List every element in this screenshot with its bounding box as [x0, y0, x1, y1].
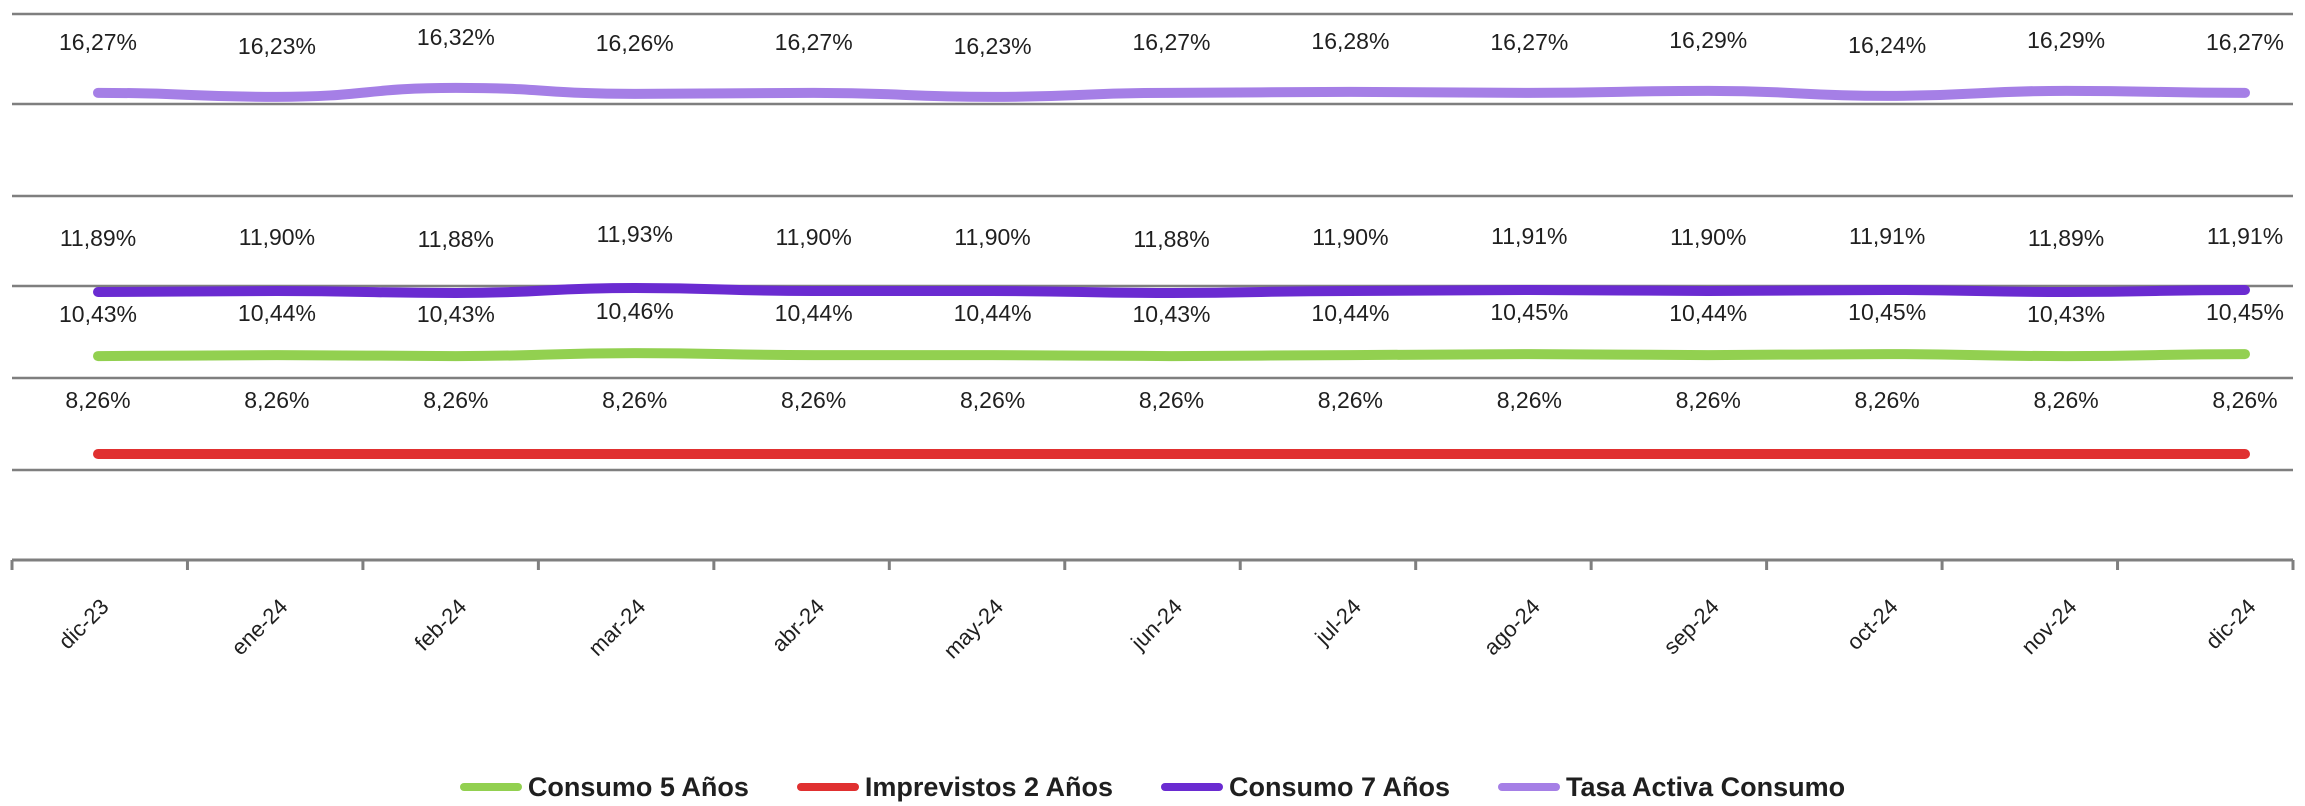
data-label: 8,26%	[1139, 387, 1204, 413]
data-label: 11,88%	[1133, 226, 1209, 252]
legend-item: Tasa Activa Consumo	[1498, 772, 1845, 803]
data-label: 8,26%	[1497, 387, 1562, 413]
data-label: 16,27%	[59, 29, 137, 55]
data-label: 11,91%	[1849, 223, 1925, 249]
data-label: 10,46%	[596, 298, 674, 324]
x-tick-label: dic-23	[53, 594, 113, 654]
data-label: 11,90%	[954, 224, 1030, 250]
x-tick-label: sep-24	[1659, 594, 1724, 659]
legend-swatch	[1498, 783, 1561, 791]
data-label: 10,44%	[954, 300, 1032, 326]
data-label: 8,26%	[244, 387, 309, 413]
data-label: 16,28%	[1311, 28, 1389, 54]
x-tick-label: mar-24	[583, 594, 650, 661]
data-label: 10,45%	[1490, 299, 1568, 325]
data-label: 16,32%	[417, 24, 495, 50]
x-tick-label: dic-24	[2200, 594, 2260, 654]
x-tick-label: feb-24	[410, 594, 472, 656]
data-label: 16,23%	[238, 33, 316, 59]
data-label: 16,29%	[1669, 27, 1747, 53]
data-label: 8,26%	[1855, 387, 1920, 413]
data-label: 10,43%	[59, 301, 137, 327]
data-label: 8,26%	[423, 387, 488, 413]
data-label: 11,91%	[1491, 223, 1567, 249]
legend-swatch	[796, 783, 859, 791]
data-label: 11,90%	[776, 224, 852, 250]
legend-label: Consumo 7 Años	[1229, 771, 1451, 802]
data-label: 8,26%	[65, 387, 130, 413]
data-label: 16,27%	[775, 29, 853, 55]
legend-item: Consumo 5 Años	[459, 771, 749, 803]
x-tick-label: ago-24	[1479, 594, 1545, 660]
data-label: 10,44%	[1669, 300, 1747, 326]
data-label: 11,89%	[2028, 225, 2104, 251]
legend: Consumo 5 Años Imprevistos 2 Años Consumo …	[0, 768, 2305, 806]
data-label: 10,43%	[2027, 301, 2105, 327]
legend-item: Imprevistos 2 Años	[796, 771, 1113, 803]
x-tick-label: jul-24	[1310, 594, 1366, 650]
x-tick-label: jun-24	[1125, 594, 1187, 656]
data-label: 8,26%	[602, 387, 667, 413]
data-label: 10,44%	[1311, 300, 1389, 326]
x-tick-label: oct-24	[1842, 594, 1903, 655]
data-label: 8,26%	[960, 387, 1025, 413]
data-label: 11,90%	[239, 224, 315, 250]
data-label: 16,23%	[954, 33, 1032, 59]
data-label: 8,26%	[781, 387, 846, 413]
data-label: 16,26%	[596, 30, 674, 56]
series-line	[93, 348, 2250, 362]
data-label: 11,89%	[60, 225, 136, 251]
legend-label: Imprevistos 2 Años	[864, 771, 1113, 802]
data-label: 10,45%	[2206, 299, 2284, 325]
data-label: 11,91%	[2207, 223, 2283, 249]
x-tick-label: ene-24	[226, 594, 292, 660]
x-axis	[10, 558, 2295, 570]
gridlines	[12, 12, 2293, 472]
data-label: 16,29%	[2027, 27, 2105, 53]
data-label: 10,44%	[238, 300, 316, 326]
data-labels: 10,43% 10,44% 10,43% 10,46% 10,44% 10,44% 10,4…	[59, 24, 2284, 413]
data-label: 8,26%	[1318, 387, 1383, 413]
data-label: 10,44%	[775, 300, 853, 326]
data-label: 10,45%	[1848, 299, 1926, 325]
series-line	[93, 82, 2250, 102]
data-label: 11,93%	[597, 221, 673, 247]
data-label: 8,26%	[2033, 387, 2098, 413]
data-label: 11,90%	[1312, 224, 1388, 250]
legend-swatch	[459, 783, 522, 791]
x-tick-label: nov-24	[2016, 594, 2081, 659]
data-label: 16,27%	[1132, 29, 1210, 55]
data-label: 10,43%	[417, 301, 495, 327]
x-tick-labels: dic-23 ene-24 feb-24 mar-24 abr-24 may-24 jun-…	[53, 594, 2260, 664]
series-lines	[93, 82, 2250, 460]
legend-item: Consumo 7 Años	[1161, 772, 1450, 803]
legend-label: Tasa Activa Consumo	[1566, 771, 1846, 802]
data-label: 11,90%	[1670, 224, 1746, 250]
data-label: 8,26%	[1676, 387, 1741, 413]
x-tick-label: abr-24	[767, 594, 830, 657]
data-label: 16,27%	[2206, 29, 2284, 55]
series-line	[93, 283, 2250, 298]
legend-label: Consumo 5 Años	[527, 771, 749, 802]
data-label: 16,27%	[1490, 29, 1568, 55]
data-label: 10,43%	[1132, 301, 1210, 327]
data-label: 11,88%	[418, 226, 494, 252]
x-tick-label: may-24	[939, 594, 1009, 664]
legend-swatch	[1161, 783, 1223, 791]
data-label: 8,26%	[2212, 387, 2277, 413]
data-label: 16,24%	[1848, 32, 1926, 58]
